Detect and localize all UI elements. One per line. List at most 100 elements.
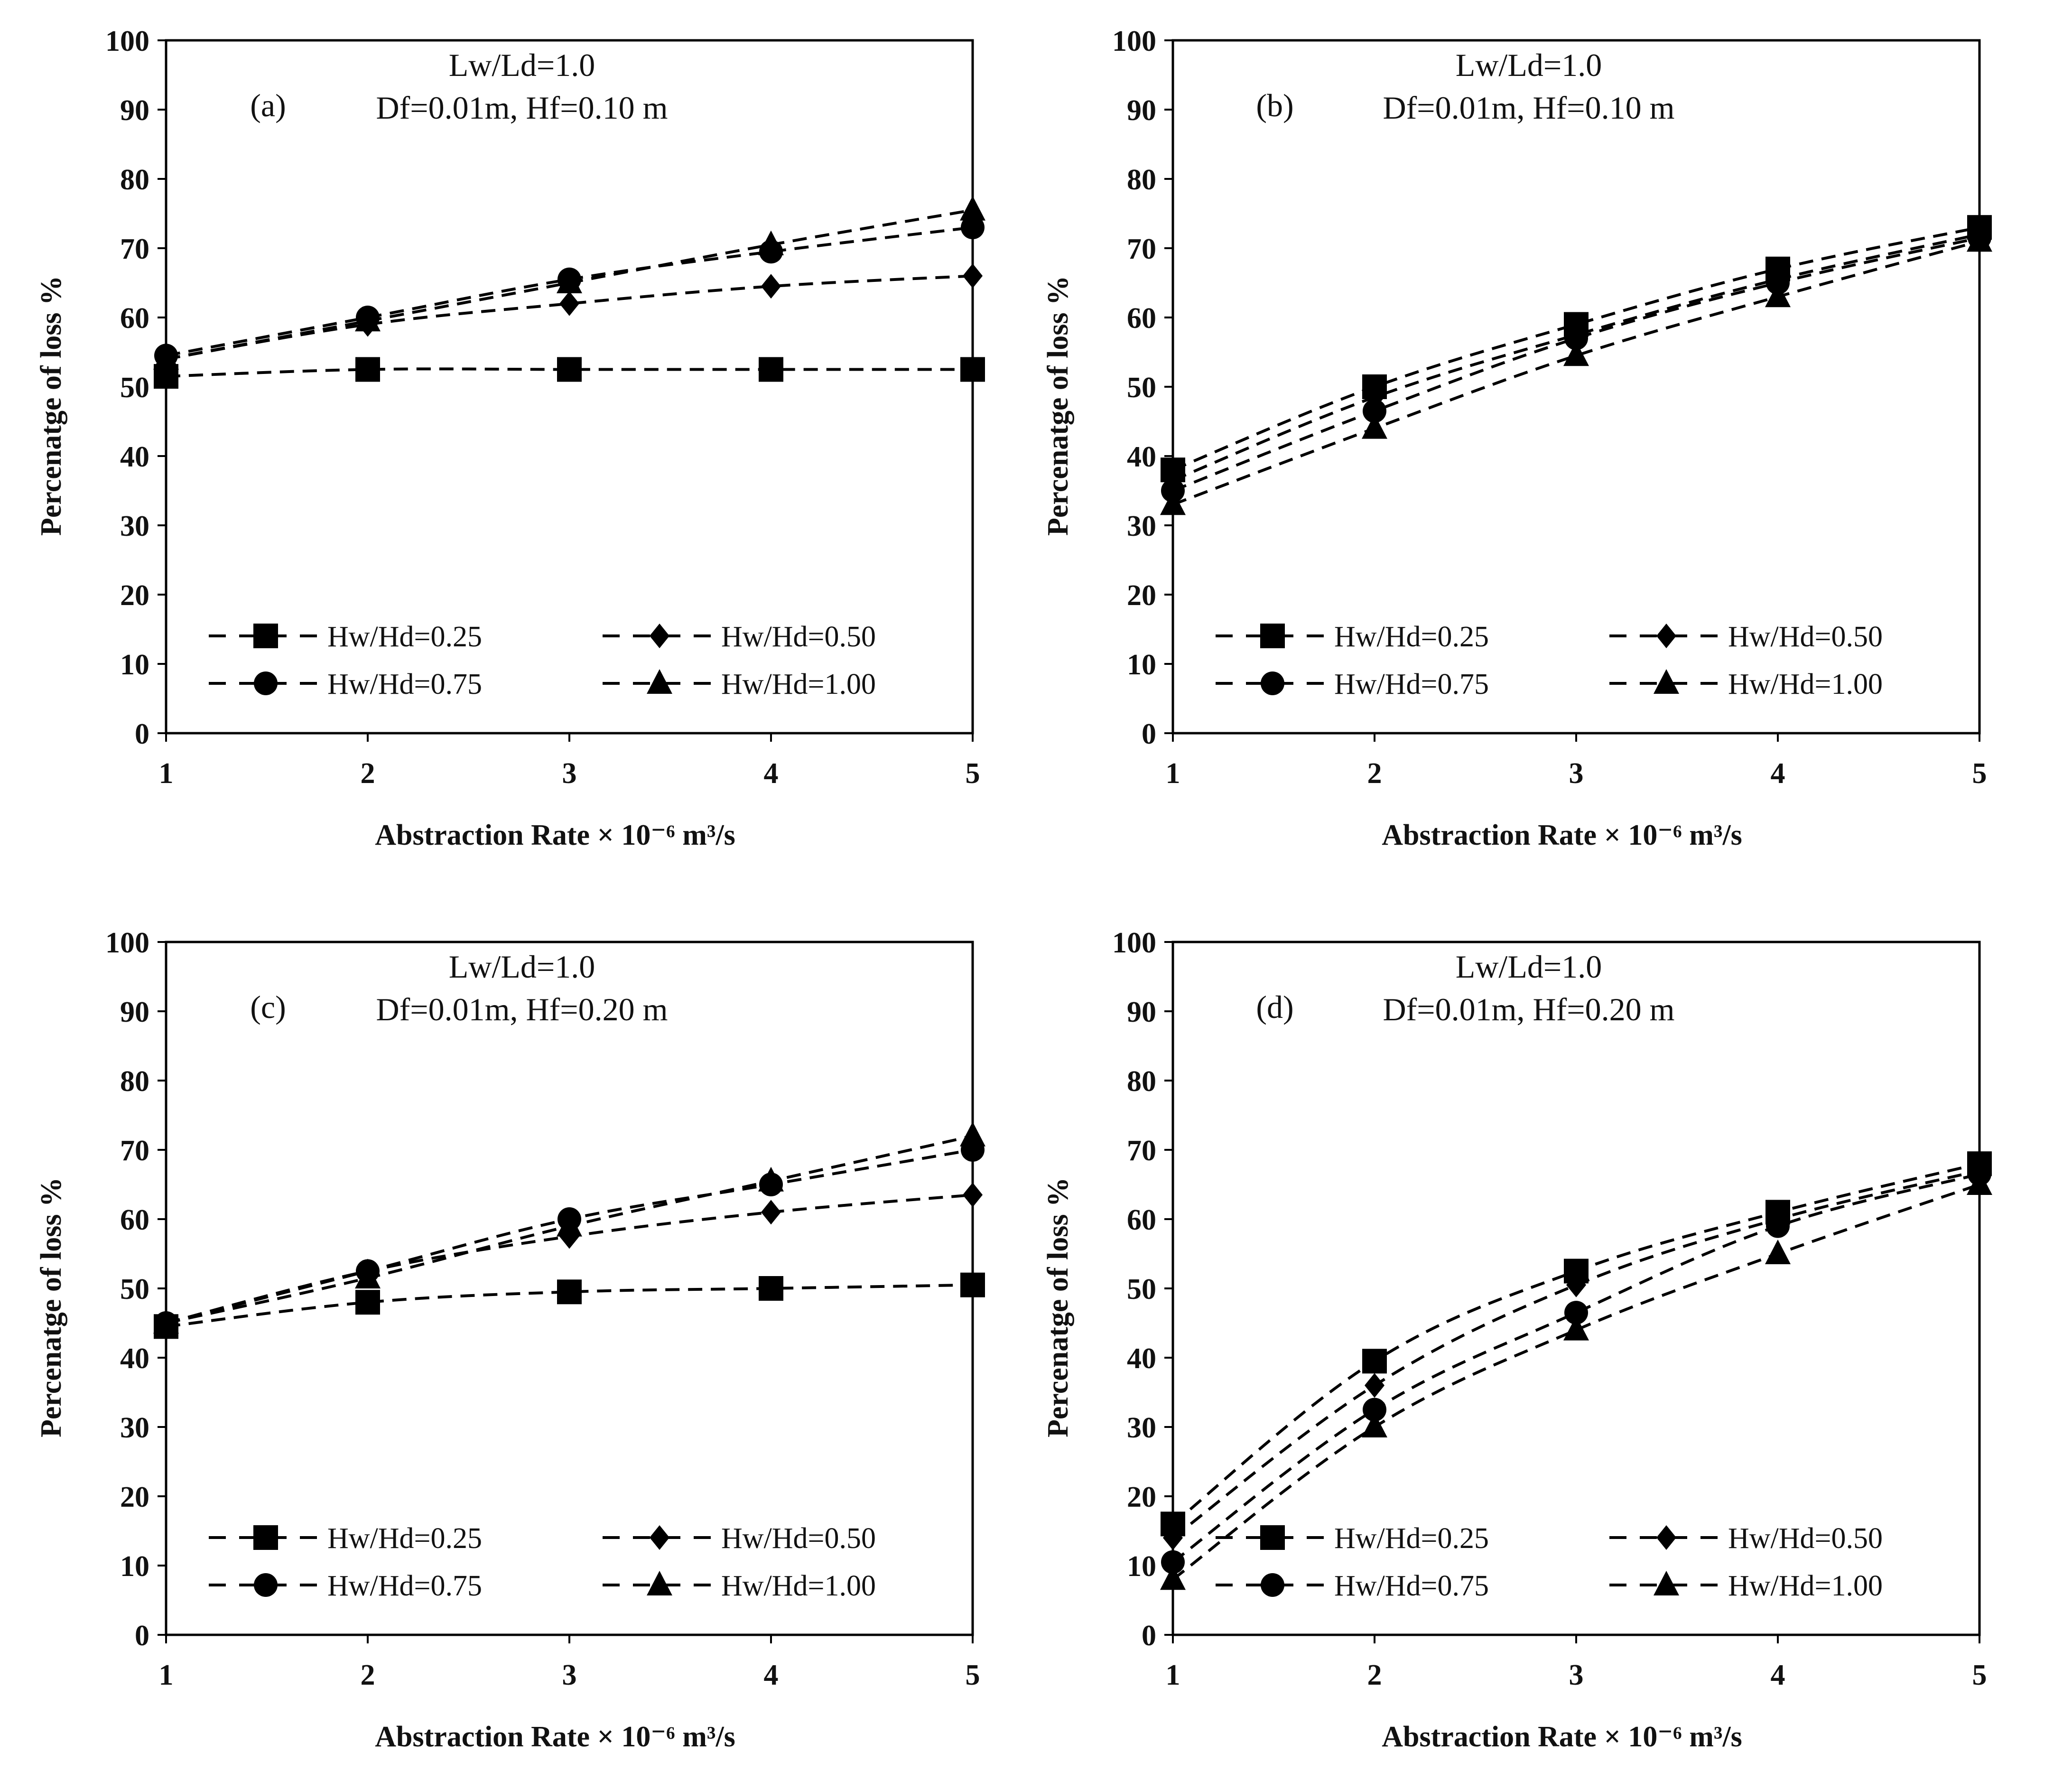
chart-d-data-point [1564, 1301, 1588, 1325]
chart-c-svg: 0 10 20 30 40 50 60 70 80 90 100 1 2 3 4 5 Abstraction R… [35, 927, 985, 1753]
chart-a-y-tick-label: 0 [135, 718, 149, 750]
chart-b-x-tick-label: 1 [1166, 757, 1180, 790]
chart-d-data-point [1566, 1272, 1586, 1297]
chart-b-legend-marker [1654, 669, 1679, 694]
chart-c-legend-entry: Hw/Hd=0.25 [209, 1522, 482, 1555]
chart-d-x-tick-label: 3 [1569, 1659, 1584, 1691]
chart-a-data-point [153, 345, 179, 370]
chart-d-x-axis-label: Abstraction Rate × 10⁻⁶ m³/s [1382, 1721, 1742, 1753]
chart-a-x-tick-label: 5 [966, 757, 980, 790]
chart-c-data-point [355, 1290, 380, 1315]
chart-c-y-axis-label: Percenatge of loss % [35, 1177, 67, 1437]
chart-d-data-point [1967, 1170, 1992, 1195]
chart-b-x-tick-label: 5 [1972, 757, 1987, 790]
chart-d-panel-label: (d) [1256, 989, 1293, 1025]
chart-d-y-tick-label: 50 [1127, 1273, 1156, 1305]
chart-d-y-tick-label: 90 [1127, 996, 1156, 1028]
chart-a-series-3 [153, 196, 985, 370]
chart-c-data-point [355, 1264, 381, 1289]
chart-a-y-tick-label: 100 [105, 25, 149, 57]
chart-b-x-tick-label: 2 [1367, 757, 1382, 790]
chart-a-svg: 0 10 20 30 40 50 60 70 80 90 100 1 2 3 4 5 Abstraction R… [35, 25, 985, 851]
chart-d-series-line [1172, 1169, 1980, 1539]
chart-c-y-tick-label: 50 [120, 1273, 149, 1305]
chart-a-legend-marker [254, 671, 278, 695]
chart-a-x-tick-label: 2 [361, 757, 375, 790]
chart-a-y-tick-label: 80 [120, 164, 149, 196]
chart-b-y-tick-label: 100 [1112, 25, 1156, 57]
chart-b-y-tick-label: 20 [1127, 579, 1156, 612]
chart-a-panel-label: (a) [250, 87, 286, 123]
chart-b-x-tick-label: 3 [1569, 757, 1584, 790]
chart-a-legend-entry: Hw/Hd=0.50 [603, 621, 876, 653]
chart-d-annotation-dims: Df=0.01m, Hf=0.20 m [1383, 991, 1675, 1027]
chart-a-x-tick-label: 3 [562, 757, 577, 790]
chart-c-series-0 [154, 1272, 985, 1339]
chart-d-series-0 [1161, 1151, 1992, 1537]
chart-d-y-tick-label: 70 [1127, 1135, 1156, 1167]
chart-c-legend-entry: Hw/Hd=0.75 [209, 1570, 482, 1602]
chart-b-legend-entry: Hw/Hd=0.50 [1609, 621, 1883, 653]
chart-d-data-point [1363, 1398, 1386, 1422]
chart-a-y-tick-label: 90 [120, 94, 149, 127]
chart-b-legend-label: Hw/Hd=0.50 [1728, 621, 1883, 653]
chart-d-svg: 0 10 20 30 40 50 60 70 80 90 100 1 2 3 4 5 Abstraction R… [1042, 927, 1992, 1753]
chart-b-panel-label: (b) [1256, 87, 1293, 123]
chart-b-y-tick-label: 40 [1127, 441, 1156, 473]
chart-b-y-tick-label: 50 [1127, 372, 1156, 404]
chart-panel-b: 0 10 20 30 40 50 60 70 80 90 100 1 2 3 4 5 Abstraction R… [1007, 0, 2014, 879]
chart-c-legend-entry: Hw/Hd=1.00 [603, 1570, 876, 1602]
chart-b-series-line [1172, 240, 1980, 506]
chart-c-y-tick-label: 0 [135, 1620, 149, 1652]
chart-c-legend-label: Hw/Hd=1.00 [721, 1570, 876, 1602]
chart-b-data-point [1362, 414, 1387, 439]
chart-c-data-point [153, 1309, 179, 1333]
chart-a-legend-marker [253, 624, 278, 648]
chart-c-legend-marker [253, 1525, 278, 1550]
chart-d-data-point [1365, 1373, 1384, 1398]
chart-d-legend-marker [1654, 1571, 1679, 1595]
chart-d-y-tick-label: 30 [1127, 1412, 1156, 1444]
chart-c-x-tick-label: 1 [159, 1659, 174, 1691]
chart-b-legend-entry: Hw/Hd=0.75 [1216, 668, 1489, 700]
chart-d-series-line [1172, 1183, 1980, 1581]
chart-d-legend-marker [1656, 1525, 1676, 1550]
chart-b-legend-label: Hw/Hd=1.00 [1728, 668, 1883, 700]
chart-b-series-line [1172, 233, 1980, 482]
chart-b-data-point [1160, 490, 1186, 515]
chart-c-y-tick-label: 90 [120, 996, 149, 1028]
chart-a-data-point [355, 307, 381, 332]
chart-d-legend-entry: Hw/Hd=0.50 [1609, 1522, 1883, 1555]
chart-a-x-tick-label: 4 [764, 757, 779, 790]
chart-a-legend-entry: Hw/Hd=0.75 [209, 668, 482, 700]
chart-a-data-point [559, 291, 579, 316]
chart-b-legend-label: Hw/Hd=0.25 [1334, 621, 1489, 653]
chart-b-y-tick-label: 30 [1127, 510, 1156, 542]
chart-d-legend-label: Hw/Hd=0.50 [1728, 1522, 1883, 1555]
chart-panel-d: 0 10 20 30 40 50 60 70 80 90 100 1 2 3 4 5 Abstraction R… [1007, 902, 2014, 1781]
chart-b-y-tick-label: 90 [1127, 94, 1156, 127]
chart-b-svg: 0 10 20 30 40 50 60 70 80 90 100 1 2 3 4 5 Abstraction R… [1042, 25, 1992, 851]
chart-c-x-tick-label: 2 [361, 1659, 375, 1691]
chart-c-series-3 [153, 1121, 985, 1333]
chart-d-x-tick-label: 4 [1771, 1659, 1785, 1691]
chart-d-legend-label: Hw/Hd=0.25 [1334, 1522, 1489, 1555]
chart-b-data-point [1765, 282, 1791, 308]
chart-c-y-tick-label: 20 [120, 1481, 149, 1513]
chart-c-data-point [963, 1182, 983, 1207]
chart-d-series-line [1172, 1162, 1980, 1525]
chart-d-x-tick-label: 1 [1166, 1659, 1180, 1691]
chart-d-legend-label: Hw/Hd=1.00 [1728, 1570, 1883, 1602]
chart-a-data-point [557, 269, 582, 293]
chart-b-annotation-dims: Df=0.01m, Hf=0.10 m [1383, 90, 1675, 126]
chart-c-data-point [761, 1200, 781, 1225]
chart-d-legend-marker [1260, 1525, 1285, 1550]
chart-d-legend-marker [1261, 1573, 1284, 1597]
chart-c-x-axis-label: Abstraction Rate × 10⁻⁶ m³/s [375, 1721, 735, 1753]
chart-c-data-point [960, 1121, 985, 1147]
chart-d-annotation-ratio: Lw/Ld=1.0 [1456, 949, 1602, 985]
chart-b-legend-label: Hw/Hd=0.75 [1334, 668, 1489, 700]
chart-d-series-line [1172, 1173, 1980, 1564]
chart-c-y-tick-label: 30 [120, 1412, 149, 1444]
chart-b-data-point [1563, 341, 1589, 366]
